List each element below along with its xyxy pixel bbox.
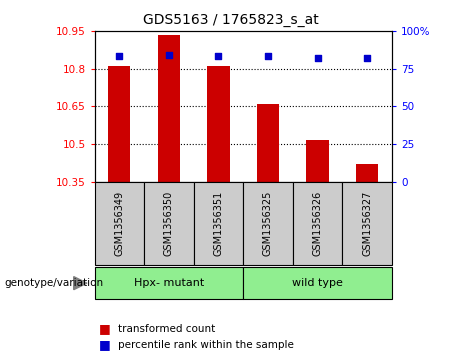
Bar <box>307 140 329 182</box>
Text: ■: ■ <box>99 322 111 335</box>
Text: percentile rank within the sample: percentile rank within the sample <box>118 340 294 350</box>
Text: wild type: wild type <box>292 278 343 288</box>
Bar <box>342 182 392 265</box>
Text: Hpx- mutant: Hpx- mutant <box>134 278 204 288</box>
Bar <box>257 104 279 182</box>
Point <box>215 54 222 60</box>
Bar <box>95 182 144 265</box>
Bar <box>356 164 378 182</box>
Bar <box>293 182 342 265</box>
Point <box>116 54 123 60</box>
Point <box>363 55 371 61</box>
Text: GSM1356325: GSM1356325 <box>263 191 273 256</box>
Bar <box>158 34 180 182</box>
Point <box>314 55 321 61</box>
Polygon shape <box>74 277 87 290</box>
Text: GSM1356350: GSM1356350 <box>164 191 174 256</box>
Bar <box>243 267 392 299</box>
Text: GSM1356349: GSM1356349 <box>114 191 124 256</box>
Text: transformed count: transformed count <box>118 323 215 334</box>
Bar <box>144 182 194 265</box>
Text: GSM1356351: GSM1356351 <box>213 191 224 256</box>
Bar <box>207 66 230 182</box>
Bar <box>108 66 130 182</box>
Point <box>165 52 172 58</box>
Bar <box>95 267 243 299</box>
Bar <box>243 182 293 265</box>
Text: ■: ■ <box>99 338 111 351</box>
Text: genotype/variation: genotype/variation <box>5 278 104 288</box>
Text: GSM1356326: GSM1356326 <box>313 191 323 256</box>
Point <box>264 54 272 60</box>
Text: GDS5163 / 1765823_s_at: GDS5163 / 1765823_s_at <box>142 13 319 27</box>
Bar <box>194 182 243 265</box>
Text: GSM1356327: GSM1356327 <box>362 191 372 256</box>
